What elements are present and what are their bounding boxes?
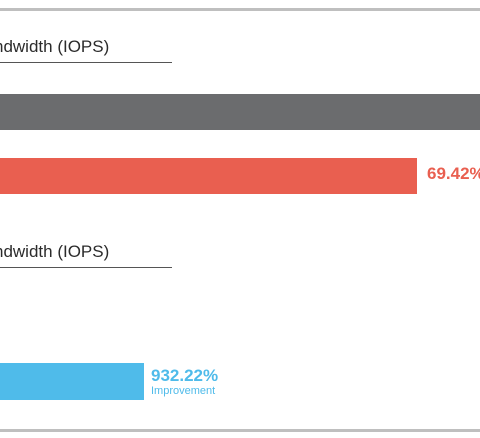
- metric-label-bottom: ndwidth (IOPS): [0, 237, 172, 268]
- metric-label-top-text: ndwidth (IOPS): [0, 37, 110, 56]
- metric-label-top: ndwidth (IOPS): [0, 32, 172, 63]
- improvement-value: 932.22%: [151, 366, 219, 385]
- metric-label-bottom-text: ndwidth (IOPS): [0, 242, 110, 261]
- baseline-bar: [0, 94, 480, 130]
- comparison-bar-red: [0, 158, 417, 194]
- improvement-caption: Improvement: [151, 385, 216, 397]
- top-divider: [0, 8, 480, 11]
- bottom-divider: [0, 429, 480, 432]
- improvement-bar-blue: [0, 363, 144, 400]
- red-bar-value: 69.42%: [427, 164, 480, 183]
